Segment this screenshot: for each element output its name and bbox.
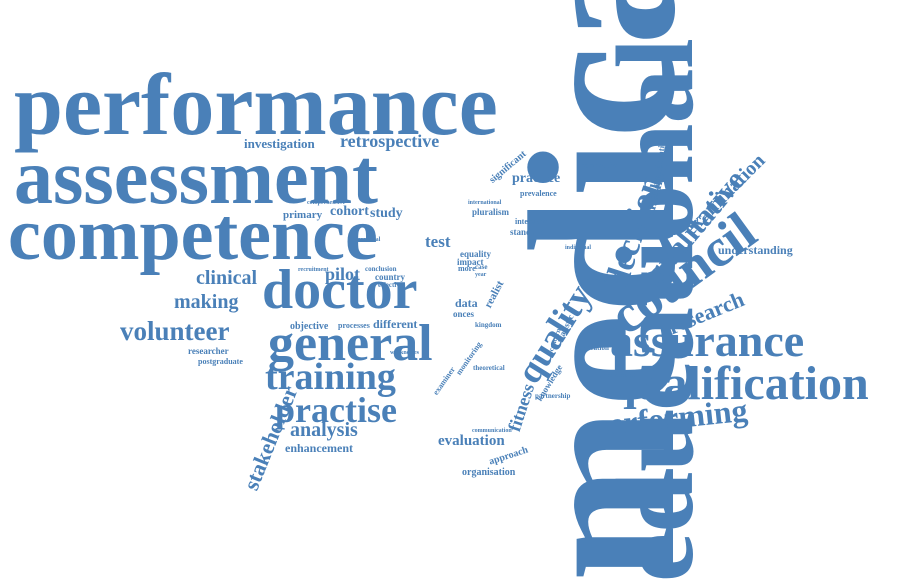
word-understanding: understanding [718,243,793,257]
word-qualification: qualification [610,357,869,410]
word-organisation: organisation [462,467,516,478]
word-volunteer: volunteer [120,316,230,346]
word-conclusion: conclusion [365,265,397,273]
word-interview: interview [515,217,547,226]
word-data: data [455,296,478,310]
word-competence: competence [8,194,378,276]
word-effective: effective [378,281,403,289]
word-pilot: pilot [325,264,361,284]
word-investigation: investigation [244,136,315,151]
word-objective: objective [290,321,329,332]
word-analysis: analysis [290,419,358,441]
word-doctor: doctor [262,259,418,321]
word-weaknesses: weaknesses [390,350,420,356]
word-researcher: researcher [188,346,229,356]
word-country: country [375,272,405,282]
word-kingdom: kingdom [475,321,502,329]
word-evaluation: evaluation [438,433,505,449]
word-communication: communication [472,428,512,434]
word-test: test [425,232,451,251]
word-sectional: sectional [358,237,381,243]
word-pluralism: pluralism [472,207,510,217]
word-individual: individual [565,245,592,251]
word-year: year [475,272,487,278]
word-equality: equality [460,249,492,259]
word-clinical: clinical [196,267,258,289]
word-general: general [268,315,433,372]
word-standard: standard [510,227,545,237]
word-different: different [373,317,418,331]
word-postgraduate: postgraduate [198,357,243,366]
word-impact: impact [457,257,484,267]
word-onces: onces [453,309,474,319]
word-training: training [265,356,396,398]
word-assessment: assessment [14,133,378,220]
word-recruitment: recruitment [298,267,329,273]
word-improvement: improvement [595,371,635,379]
word-processes: processes [338,321,370,330]
word-more: more [458,264,476,273]
word-practise: practise [275,390,397,430]
word-primary: primary [283,209,323,221]
word-retrospective: retrospective [340,131,440,151]
word-examiner: examiner [431,365,457,397]
word-prevalence: prevalence [520,189,557,198]
word-practice: practice [512,171,561,186]
word-partnership: partnership [535,392,571,400]
word-regulatory: regulatory [590,327,617,333]
word-implication: implication [575,344,609,352]
word-perspective: perspective [580,161,619,170]
word-international: international [468,200,502,206]
word-performance: performance [14,57,498,154]
word-comprehensive: comprehensive [307,200,346,206]
word-assurance: assurance [610,315,805,366]
word-making: making [174,291,239,313]
word-enhancement: enhancement [285,441,353,455]
word-cohort: cohort [330,204,369,219]
word-theoretical: theoretical [473,364,505,372]
word-case: case [475,263,488,271]
word-study: study [370,206,403,221]
word-background: background [585,272,632,282]
